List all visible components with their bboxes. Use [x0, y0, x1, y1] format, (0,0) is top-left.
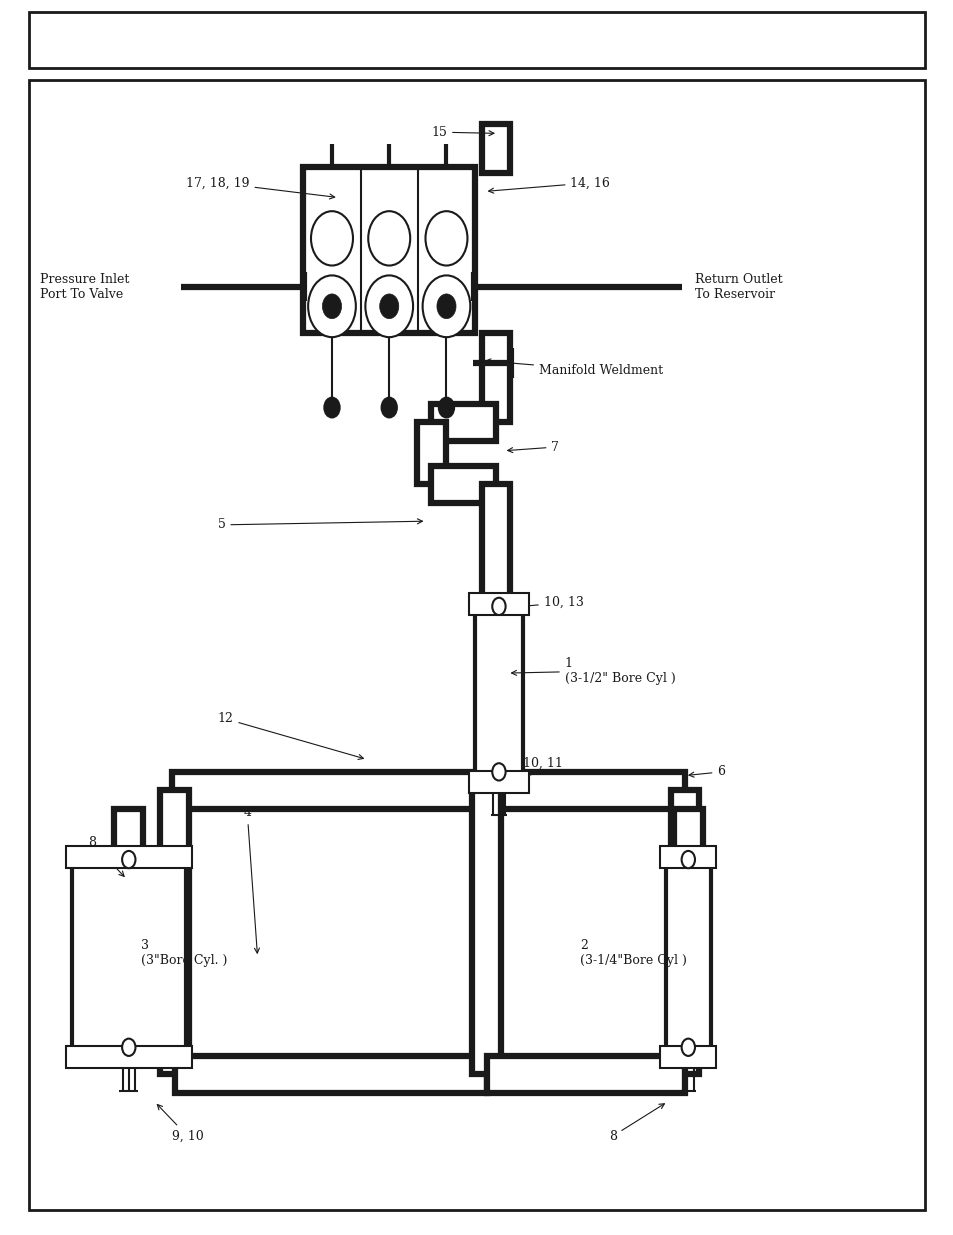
Circle shape	[368, 211, 410, 266]
Bar	[114, 809, 143, 858]
Bar	[172, 772, 684, 809]
Circle shape	[311, 211, 353, 266]
Text: 10, 13: 10, 13	[511, 597, 583, 609]
Bar	[431, 404, 496, 441]
Circle shape	[425, 211, 467, 266]
Bar	[481, 124, 510, 173]
Circle shape	[122, 1039, 135, 1056]
Bar	[472, 790, 500, 1074]
Text: 2
(3-1/4"Bore Cyl ): 2 (3-1/4"Bore Cyl )	[579, 940, 686, 967]
Text: 4: 4	[243, 806, 259, 953]
Text: Pressure Inlet
Port To Valve: Pressure Inlet Port To Valve	[40, 273, 130, 300]
Bar	[659, 1046, 716, 1068]
Text: Return Outlet
To Reservoir: Return Outlet To Reservoir	[694, 273, 781, 300]
Circle shape	[492, 598, 505, 615]
Circle shape	[322, 294, 341, 319]
Text: 12: 12	[217, 713, 363, 760]
Circle shape	[492, 763, 505, 781]
Circle shape	[438, 398, 454, 417]
Text: 9, 10: 9, 10	[157, 1104, 203, 1142]
Circle shape	[379, 294, 398, 319]
Bar	[29, 12, 924, 68]
Circle shape	[324, 398, 339, 417]
Text: 8: 8	[88, 836, 124, 877]
Circle shape	[422, 275, 470, 337]
Text: 1
(3-1/2" Bore Cyl ): 1 (3-1/2" Bore Cyl )	[511, 657, 675, 684]
Circle shape	[381, 398, 396, 417]
Bar	[71, 858, 186, 1056]
Bar	[486, 1056, 684, 1093]
Bar	[673, 809, 701, 858]
Bar	[66, 846, 192, 868]
Bar	[469, 771, 528, 793]
Circle shape	[365, 275, 413, 337]
Text: 5: 5	[217, 519, 422, 531]
Circle shape	[680, 1039, 694, 1056]
Bar	[659, 846, 716, 868]
Circle shape	[436, 294, 456, 319]
Text: 15: 15	[431, 126, 494, 138]
Bar	[481, 484, 510, 603]
Text: 3
(3"Bore Cyl. ): 3 (3"Bore Cyl. )	[141, 940, 228, 967]
Text: 6: 6	[688, 766, 724, 778]
Bar	[303, 167, 475, 333]
Bar	[416, 422, 445, 484]
Circle shape	[122, 851, 135, 868]
Text: 7: 7	[507, 441, 558, 453]
Bar	[670, 790, 699, 1074]
Bar	[469, 593, 528, 615]
Circle shape	[308, 275, 355, 337]
Bar	[160, 790, 189, 1074]
Text: 14, 16: 14, 16	[488, 177, 610, 193]
Bar	[665, 858, 710, 1056]
Bar	[66, 1046, 192, 1068]
Text: 17, 18, 19: 17, 18, 19	[186, 177, 335, 199]
Text: 10, 11: 10, 11	[522, 757, 562, 776]
Bar	[431, 466, 496, 503]
Bar	[475, 605, 522, 781]
Circle shape	[680, 851, 694, 868]
Text: 8: 8	[608, 1104, 663, 1142]
Bar	[174, 1056, 486, 1093]
Text: Manifold Weldment: Manifold Weldment	[485, 359, 662, 377]
Bar	[481, 333, 510, 422]
Bar	[484, 772, 513, 790]
